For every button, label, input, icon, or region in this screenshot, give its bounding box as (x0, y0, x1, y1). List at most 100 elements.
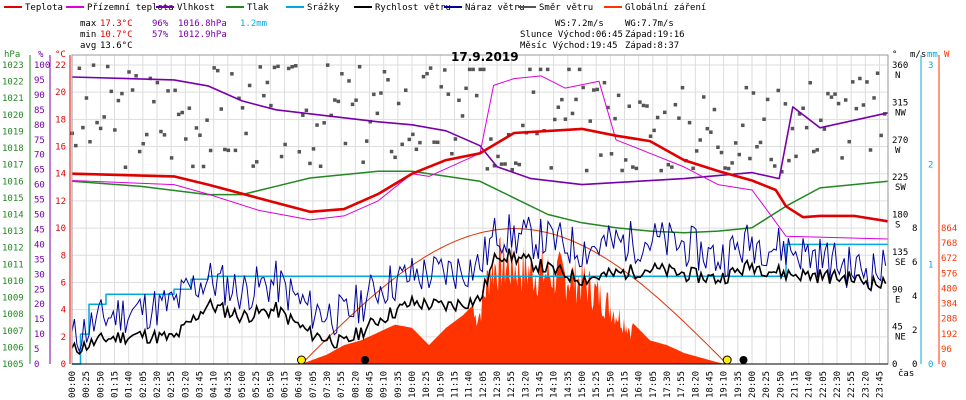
wind-unit: m/s (910, 50, 926, 60)
x-tick-label: 21:15 (791, 371, 801, 398)
wind-direction-point (762, 117, 766, 121)
x-tick-label: 14:35 (564, 371, 574, 398)
wind-direction-point (350, 102, 355, 107)
legend-label: Teplota (25, 3, 63, 13)
wind-direction-point (322, 121, 326, 125)
pressure-tick: 1013 (2, 227, 24, 237)
wind-direction-point (212, 66, 216, 70)
info-sun: Slunce Východ:06:45 (520, 30, 623, 40)
wind-direction-point (790, 126, 795, 131)
x-tick-label: 03:45 (196, 371, 206, 398)
wind-direction-point (279, 154, 284, 159)
wind-direction-point (226, 148, 231, 153)
solar-tick: 96 (941, 345, 952, 355)
wind-direction-point (492, 163, 497, 168)
wind-direction-point (219, 107, 224, 111)
humidity-tick: 80 (34, 121, 45, 131)
wind-direction-point (737, 152, 741, 157)
stat-max-hum: 96% (152, 19, 169, 29)
wind-tick: 6 (912, 258, 917, 268)
wind-direction-point (265, 80, 270, 85)
x-tick-label: 20:50 (776, 371, 786, 398)
wind-direction-point (797, 112, 802, 116)
x-tick-label: 02:05 (139, 371, 149, 398)
temp-tick: 10 (55, 224, 66, 234)
x-tick-label: 22:30 (833, 371, 843, 398)
x-tick-label: 17:30 (663, 371, 673, 398)
solar-tick: 672 (941, 254, 957, 264)
x-tick-label: 17:05 (649, 371, 659, 398)
wind-tick: 4 (912, 292, 917, 302)
wind-direction-point (176, 112, 181, 117)
wind-direction-point (854, 106, 859, 111)
info-sun-set: Západ:19:16 (625, 30, 685, 40)
wind-direction-point (755, 144, 759, 149)
chart-title: 17.9.2019 (451, 50, 519, 64)
wind-direction-point (482, 67, 486, 72)
wind-direction-point (389, 149, 394, 154)
wind-direction-point (517, 162, 522, 167)
sunset-marker (722, 355, 732, 365)
humidity-line (71, 76, 889, 186)
x-tick-label: 13:20 (521, 371, 531, 398)
wind-direction-point (425, 71, 429, 76)
x-tick-label: 23:45 (876, 371, 886, 398)
wind-direction-point (694, 149, 699, 153)
wind-direction-point (623, 158, 628, 162)
stat-max-temp: 17.3°C (100, 19, 133, 29)
pressure-tick: 1007 (2, 327, 24, 337)
wind-direction-point (659, 168, 663, 173)
x-tick-label: 11:15 (451, 371, 461, 398)
wind-direction-point (549, 166, 553, 170)
temp-tick: 16 (55, 143, 66, 153)
wind-direction-point (638, 100, 642, 104)
wind-direction-point (840, 156, 844, 160)
direction-cardinal: W (895, 146, 901, 156)
direction-tick: 270 (892, 136, 908, 146)
wind-direction-point (439, 85, 443, 89)
wind-tick: 8 (912, 224, 917, 234)
humidity-tick: 35 (34, 255, 45, 265)
direction-cardinal: NE (895, 333, 906, 343)
wind-direction-point (294, 64, 298, 68)
wind-direction-point (556, 105, 561, 110)
x-tick-label: 22:55 (847, 371, 857, 398)
wind-direction-point (180, 110, 184, 115)
wind-direction-point (662, 110, 667, 115)
x-tick-label: 12:30 (493, 371, 503, 398)
wind-direction-point (230, 72, 234, 76)
wind-direction-point (545, 67, 550, 72)
wind-direction-point (127, 70, 131, 74)
wind-direction-point (471, 67, 475, 72)
wind-direction-point (251, 164, 255, 168)
wind-direction-point (826, 91, 830, 96)
x-tick-label: 03:20 (181, 371, 191, 398)
wind-direction-point (386, 78, 390, 82)
rain-tick: 3 (928, 61, 933, 71)
wind-gust-line (71, 214, 887, 353)
humidity-tick: 40 (34, 240, 45, 250)
wind-direction-point (776, 88, 781, 93)
pressure-tick: 1020 (2, 111, 24, 121)
humidity-tick: 75 (34, 136, 45, 146)
x-tick-label: 11:40 (465, 371, 475, 398)
humidity-tick: 85 (34, 106, 45, 116)
time-unit: čas (898, 368, 914, 379)
wind-direction-point (233, 148, 238, 153)
wind-direction-point (726, 166, 731, 171)
wind-direction-point (244, 131, 248, 136)
wind-direction-point (343, 141, 348, 146)
wind-direction-point (570, 111, 575, 116)
deg-unit: ° (892, 50, 897, 60)
info-ws: WS:7.2m/s (555, 19, 604, 29)
solar-tick: 288 (941, 315, 957, 325)
humidity-tick: 90 (34, 91, 45, 101)
wind-direction-point (137, 149, 142, 154)
wind-direction-point (457, 98, 461, 103)
wind-direction-point (819, 118, 823, 123)
wind-direction-point (627, 104, 632, 108)
wind-direction-point (283, 142, 287, 147)
wind-direction-point (77, 66, 82, 71)
wind-direction-point (418, 140, 422, 145)
wind-direction-point (606, 105, 610, 110)
